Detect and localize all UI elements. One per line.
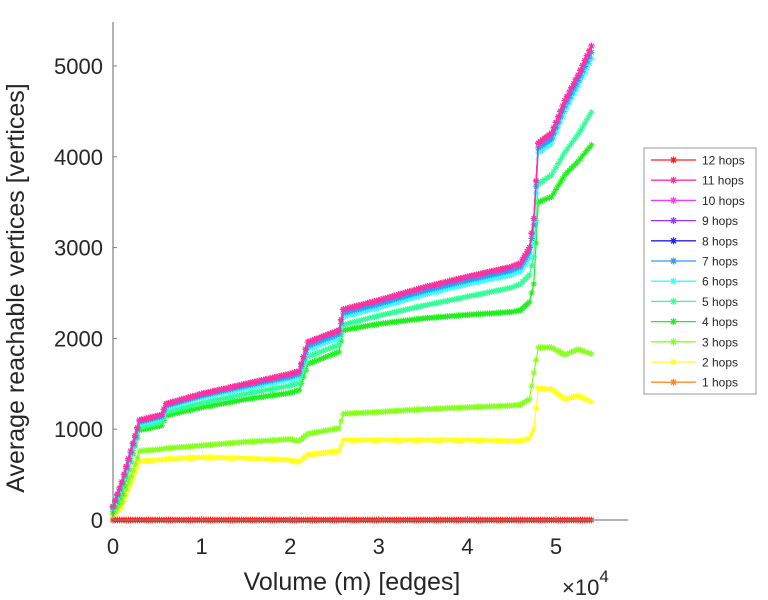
legend-label: 1 hops: [702, 376, 738, 390]
legend-marker-icon: [670, 277, 677, 285]
legend-label: 4 hops: [702, 315, 738, 329]
legend: 12 hops 11 hops 10 hops 9 hops 8 hops 7 hops 6…: [643, 147, 757, 395]
legend-marker-icon: [670, 217, 677, 225]
x-axis-label: Volume (m) [edges]: [244, 568, 461, 596]
legend-marker-icon: [670, 237, 677, 245]
x-tick-label: 4: [461, 534, 473, 559]
y-axis-label: Average reachable vertices [vertices]: [2, 83, 30, 492]
legend-item: 12 hops: [651, 154, 745, 168]
x-tick-label: 1: [195, 534, 207, 559]
series-line: [112, 346, 592, 515]
legend-marker-icon: [670, 176, 677, 184]
legend-label: 2 hops: [702, 356, 738, 370]
legend-item: 3 hops: [651, 335, 738, 349]
legend-label: 11 hops: [702, 174, 744, 188]
legend-item: 4 hops: [651, 315, 738, 329]
y-tick-label: 0: [91, 508, 103, 533]
plot-area: [109, 42, 595, 524]
legend-item: 5 hops: [651, 295, 738, 309]
y-tick-label: 3000: [54, 236, 103, 261]
legend-item: 8 hops: [651, 234, 738, 248]
legend-marker-icon: [670, 156, 677, 164]
legend-item: 2 hops: [651, 356, 738, 370]
legend-label: 3 hops: [702, 335, 738, 349]
legend-marker-icon: [670, 338, 677, 346]
legend-marker-icon: [670, 358, 677, 366]
y-tick-label: 1000: [54, 417, 103, 442]
legend-item: 1 hops: [651, 376, 738, 390]
y-tick-label: 2000: [54, 326, 103, 351]
legend-label: 8 hops: [702, 234, 738, 248]
legend-item: 9 hops: [651, 214, 738, 228]
series-3-hops: [109, 344, 595, 518]
legend-label: 6 hops: [702, 275, 738, 289]
x-multiplier-label: ×104: [562, 567, 609, 600]
legend-item: 6 hops: [651, 275, 738, 289]
legend-item: 11 hops: [651, 174, 744, 188]
x-tick-label: 5: [550, 534, 562, 559]
legend-label: 9 hops: [702, 214, 738, 228]
legend-label: 5 hops: [702, 295, 738, 309]
legend-box: [643, 147, 757, 395]
legend-marker-icon: [670, 257, 677, 265]
legend-marker-icon: [670, 196, 677, 204]
axes: [112, 22, 628, 521]
x-tick-label: 2: [284, 534, 296, 559]
x-tick-label: 3: [373, 534, 385, 559]
legend-label: 12 hops: [702, 154, 745, 168]
legend-marker-icon: [670, 378, 677, 386]
y-tick-label: 5000: [54, 54, 103, 79]
y-tick-label: 4000: [54, 145, 103, 170]
ticks: 0 1 2 3 4 5 0 1000 2000 3000 4000 5000: [54, 54, 562, 559]
legend-item: 10 hops: [651, 194, 745, 208]
legend-item: 7 hops: [651, 255, 738, 269]
legend-marker-icon: [670, 318, 677, 326]
series-markers: [109, 344, 595, 518]
legend-marker-icon: [670, 297, 677, 305]
legend-label: 7 hops: [702, 255, 738, 269]
legend-label: 10 hops: [702, 194, 745, 208]
x-tick-label: 0: [107, 534, 119, 559]
